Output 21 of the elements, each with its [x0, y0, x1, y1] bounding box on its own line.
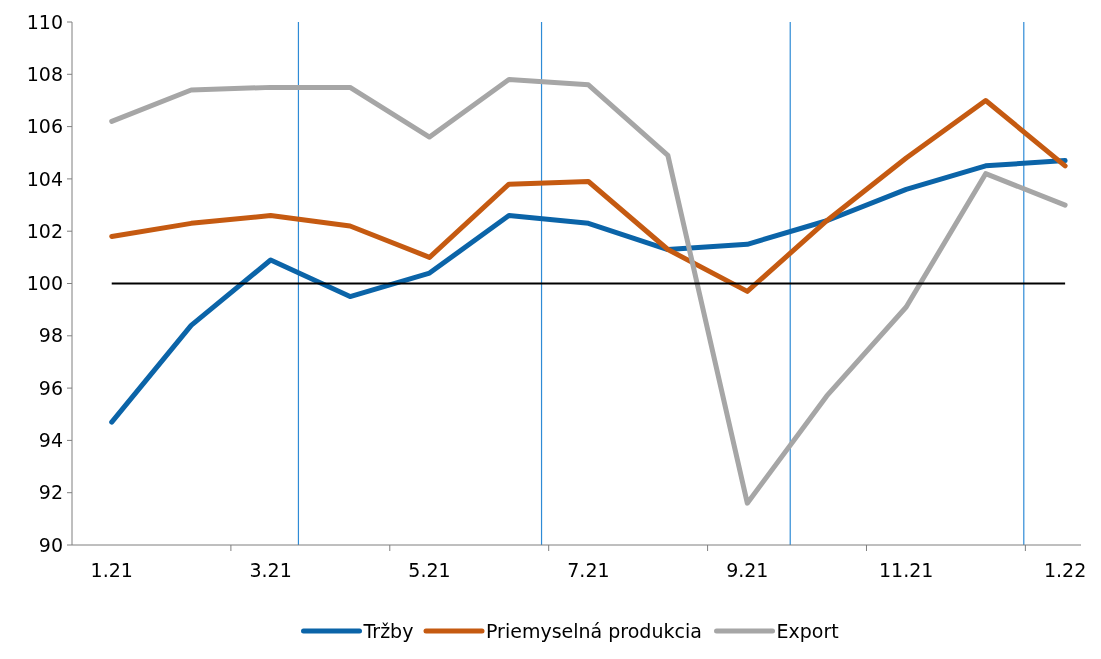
y-tick-label: 90 [38, 533, 63, 556]
x-tick-label: 1.21 [90, 559, 133, 581]
y-tick-label: 104 [26, 167, 63, 190]
y-tick-label: 94 [38, 429, 63, 452]
y-tick-label: 110 [26, 10, 63, 33]
x-tick-label: 7.21 [567, 559, 610, 581]
legend-label: Export [776, 619, 839, 642]
y-tick-label: 102 [26, 219, 63, 242]
y-tick-label: 98 [38, 324, 63, 347]
legend-label: Priemyselná produkcia [486, 619, 702, 642]
x-tick-label: 5.21 [408, 559, 451, 581]
x-tick-label: 3.21 [249, 559, 292, 581]
legend-label: Tržby [362, 619, 414, 642]
x-tick-label: 1.22 [1043, 559, 1087, 581]
y-tick-label: 100 [26, 272, 63, 295]
x-tick-label: 11.21 [879, 559, 934, 581]
y-tick-label: 96 [38, 376, 63, 399]
x-tick-label: 9.21 [726, 559, 769, 581]
y-tick-label: 108 [26, 62, 63, 85]
y-tick-label: 92 [38, 481, 63, 504]
y-tick-label: 106 [26, 115, 63, 138]
